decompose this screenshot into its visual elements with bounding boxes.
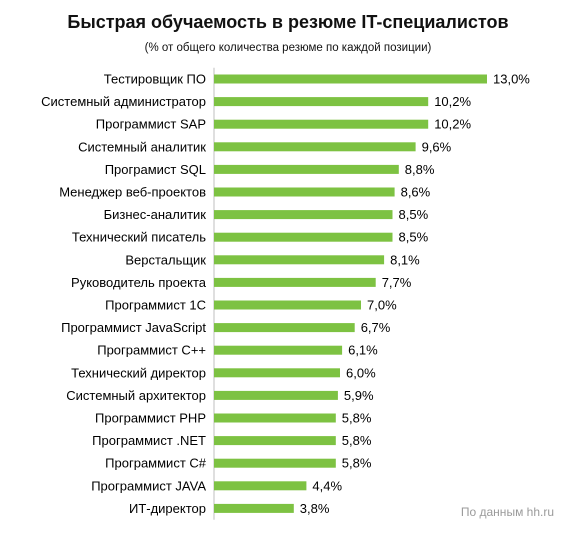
value-label: 5,9%	[344, 388, 374, 403]
value-label: 5,8%	[342, 456, 372, 471]
bar	[214, 119, 429, 129]
bar	[214, 458, 336, 468]
value-label: 8,5%	[399, 230, 429, 245]
value-label: 9,6%	[422, 139, 452, 154]
value-label: 8,6%	[401, 185, 431, 200]
value-label: 5,8%	[342, 411, 372, 426]
category-label: ИТ-директор	[129, 501, 206, 516]
value-label: 5,8%	[342, 433, 372, 448]
chart-subtitle: (% от общего количества резюме по каждой…	[144, 42, 432, 54]
bar	[214, 74, 487, 84]
bar	[214, 345, 343, 355]
value-label: 13,0%	[493, 72, 530, 87]
category-label: Программист PHP	[95, 411, 206, 426]
category-label: Системный архитектор	[66, 388, 206, 403]
bar	[214, 164, 399, 174]
bar	[214, 255, 385, 265]
chart-title: Быстрая обучаемость в резюме IT-специали…	[67, 12, 509, 32]
category-label: Верстальщик	[125, 252, 206, 267]
category-label: Программист SAP	[96, 117, 206, 132]
value-label: 7,0%	[367, 298, 397, 313]
bar	[214, 436, 336, 446]
bar	[214, 390, 338, 400]
bar	[214, 187, 395, 197]
category-label: Программист .NET	[92, 433, 206, 448]
value-label: 8,1%	[390, 252, 420, 267]
value-label: 6,7%	[361, 320, 391, 335]
category-label: Программист С#	[105, 456, 207, 471]
category-label: Менеджер веб-проектов	[59, 185, 206, 200]
bar	[214, 368, 340, 378]
category-label: Системный администратор	[41, 94, 206, 109]
category-label: Тестировщик ПО	[104, 72, 206, 87]
category-label: Программист С++	[97, 343, 206, 358]
value-label: 6,0%	[346, 365, 376, 380]
bar	[214, 300, 361, 310]
value-label: 6,1%	[348, 343, 378, 358]
category-label: Руководитель проекта	[71, 275, 207, 290]
bar	[214, 210, 393, 220]
category-label: Програмист SQL	[105, 162, 206, 177]
category-label: Системный аналитик	[78, 139, 206, 154]
category-label: Программист JavaScript	[61, 320, 206, 335]
value-label: 10,2%	[434, 94, 471, 109]
value-label: 7,7%	[382, 275, 412, 290]
bar	[214, 503, 294, 513]
bar	[214, 142, 416, 152]
bar	[214, 481, 307, 491]
bar	[214, 323, 355, 333]
category-label: Программист 1С	[105, 298, 206, 313]
value-label: 8,8%	[405, 162, 435, 177]
category-label: Бизнес-аналитик	[104, 207, 207, 222]
bar	[214, 277, 376, 287]
value-label: 10,2%	[434, 117, 471, 132]
value-label: 8,5%	[399, 207, 429, 222]
source-note: По данным hh.ru	[460, 505, 554, 519]
value-label: 4,4%	[312, 478, 342, 493]
category-label: Технический писатель	[72, 230, 206, 245]
bar	[214, 232, 393, 242]
bar	[214, 413, 336, 423]
bar	[214, 97, 429, 107]
category-label: Программист JAVA	[91, 478, 206, 493]
value-label: 3,8%	[300, 501, 330, 516]
category-label: Технический директор	[71, 365, 206, 380]
